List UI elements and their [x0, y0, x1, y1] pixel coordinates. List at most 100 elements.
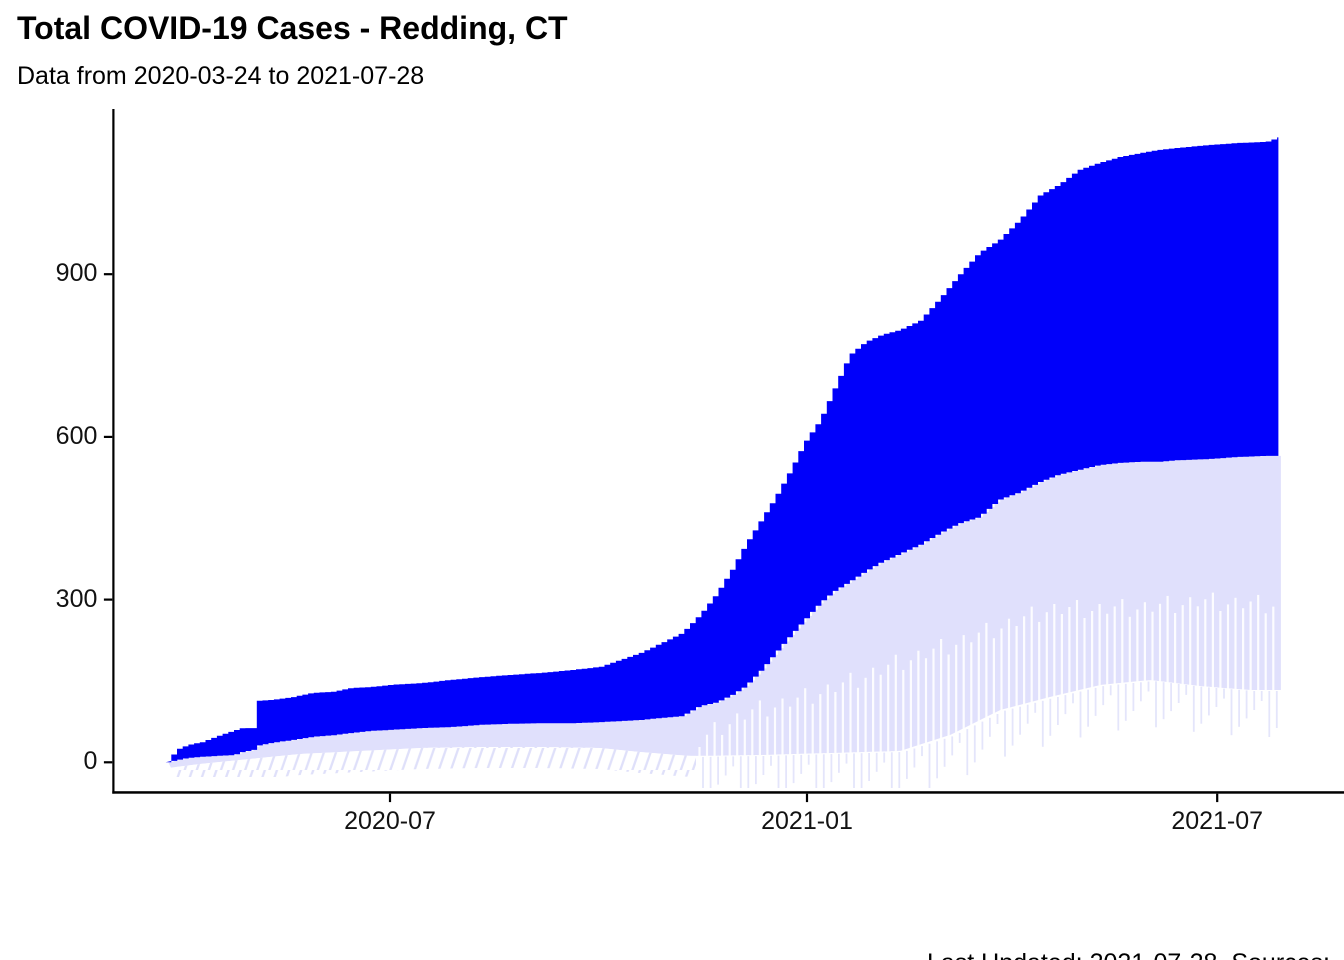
- comb-lavender-stub: [1170, 683, 1172, 712]
- comb-lavender-stub: [1117, 684, 1120, 731]
- x-axis-tick: [388, 793, 392, 803]
- caption-line-1: Last Updated: 2021-07-28 Sources:: [584, 948, 1330, 960]
- x-axis-tick: [1216, 793, 1219, 803]
- comb-lavender-stub: [951, 736, 954, 756]
- comb-lavender-stub: [883, 752, 886, 763]
- comb-lavender-stub: [1230, 689, 1233, 736]
- comb-white-stripe: [894, 654, 897, 754]
- comb-white-stripe: [1189, 597, 1192, 687]
- comb-white-stripe: [932, 648, 935, 743]
- chart-subtitle: Data from 2020-03-24 to 2021-07-28: [17, 62, 425, 90]
- comb-lavender-stub: [853, 753, 855, 788]
- caption: Last Updated: 2021-07-28 Sources: COVID-…: [584, 886, 1330, 960]
- comb-white-stripe: [1257, 594, 1260, 692]
- comb-lavender-stub: [1094, 687, 1097, 716]
- comb-lavender-stub: [1238, 689, 1240, 727]
- comb-lavender-stub: [1019, 706, 1021, 735]
- comb-white-stripe: [1038, 621, 1041, 702]
- comb-white-stripe: [849, 672, 852, 755]
- comb-white-stripe: [751, 709, 754, 758]
- comb-white-stripe: [766, 716, 769, 757]
- comb-lavender-stub: [1011, 708, 1014, 746]
- comb-white-stripe: [1106, 613, 1109, 687]
- comb-white-stripe: [1091, 611, 1094, 689]
- comb-white-stripe: [947, 654, 950, 738]
- comb-lavender-stub: [958, 732, 961, 743]
- comb-white-stripe: [811, 703, 814, 756]
- y-axis-line: [112, 109, 115, 794]
- comb-lavender-stub: [1102, 686, 1105, 706]
- comb-lavender-stub: [792, 755, 795, 784]
- comb-lavender-stub: [1079, 691, 1082, 738]
- comb-lavender-stub: [747, 756, 750, 788]
- comb-white-stripe: [879, 674, 882, 754]
- comb-lavender-stub: [898, 752, 901, 788]
- y-axis-tick: [103, 761, 113, 764]
- comb-white-stripe: [1098, 604, 1101, 688]
- comb-lavender-stub: [966, 729, 969, 776]
- comb-white-stripe: [977, 632, 980, 723]
- y-axis-tick: [103, 273, 113, 276]
- comb-white-stripe: [856, 687, 860, 755]
- comb-white-stripe: [940, 639, 943, 740]
- comb-white-stripe: [819, 694, 822, 756]
- comb-lavender-stub: [1192, 685, 1195, 732]
- comb-lavender-stub: [981, 721, 984, 750]
- comb-lavender-stub: [1177, 684, 1180, 703]
- comb-white-stripe: [1272, 606, 1275, 692]
- comb-lavender-stub: [1215, 688, 1218, 707]
- comb-white-stripe: [1234, 597, 1237, 691]
- comb-white-stripe: [1053, 604, 1056, 698]
- comb-white-stripe: [962, 635, 965, 731]
- comb-lavender-stub: [913, 748, 916, 768]
- comb-white-stripe: [992, 638, 995, 715]
- comb-lavender-stub: [921, 746, 923, 757]
- comb-lavender-stub: [1208, 687, 1210, 716]
- comb-lavender-stub: [1087, 689, 1089, 727]
- comb-lavender-stub: [860, 753, 863, 788]
- comb-lavender-stub: [1260, 691, 1263, 701]
- comb-white-stripe: [1264, 613, 1267, 692]
- comb-lavender-stub: [800, 754, 803, 774]
- comb-lavender-stub: [868, 753, 870, 781]
- comb-lavender-stub: [1034, 702, 1037, 713]
- comb-lavender-stub: [1064, 695, 1067, 715]
- comb-white-stripe: [1030, 606, 1033, 704]
- comb-white-stripe: [864, 677, 867, 754]
- comb-lavender-stub: [1041, 700, 1044, 747]
- x-axis-tick: [805, 793, 809, 803]
- comb-lavender-stub: [838, 753, 840, 773]
- comb-lavender-stub: [785, 755, 787, 788]
- y-axis-tick: [103, 598, 113, 601]
- comb-lavender-stub: [822, 754, 825, 788]
- comb-lavender-stub: [936, 741, 938, 779]
- comb-white-stripe: [970, 642, 973, 727]
- comb-lavender-stub: [709, 756, 712, 788]
- comb-white-stripe: [1023, 616, 1026, 706]
- comb-white-stripe: [1121, 599, 1124, 685]
- comb-white-stripe: [1083, 618, 1086, 691]
- x-axis-line: [112, 791, 1344, 794]
- comb-lavender-stub: [702, 756, 704, 788]
- comb-white-stripe: [1249, 601, 1252, 692]
- light-band-area: [168, 455, 1281, 768]
- comb-white-stripe: [902, 669, 905, 752]
- comb-lavender-stub: [807, 754, 810, 765]
- comb-white-stripe: [872, 667, 875, 754]
- comb-white-stripe: [1204, 599, 1207, 689]
- comb-white-stripe: [773, 707, 777, 757]
- comb-lavender-stub: [815, 754, 818, 788]
- comb-white-stripe: [924, 658, 928, 745]
- comb-white-stripe: [1143, 602, 1146, 683]
- comb-lavender-stub: [830, 754, 833, 783]
- comb-lavender-stub: [845, 753, 848, 764]
- comb-white-stripe: [758, 700, 761, 757]
- comb-white-stripe: [1128, 616, 1131, 684]
- comb-white-stripe: [1226, 604, 1230, 691]
- comb-lavender-stub: [1275, 691, 1278, 728]
- comb-white-stripe: [804, 688, 807, 756]
- comb-lavender-stub: [1162, 682, 1165, 720]
- comb-lavender-stub: [1200, 686, 1203, 724]
- comb-white-stripe: [789, 706, 792, 757]
